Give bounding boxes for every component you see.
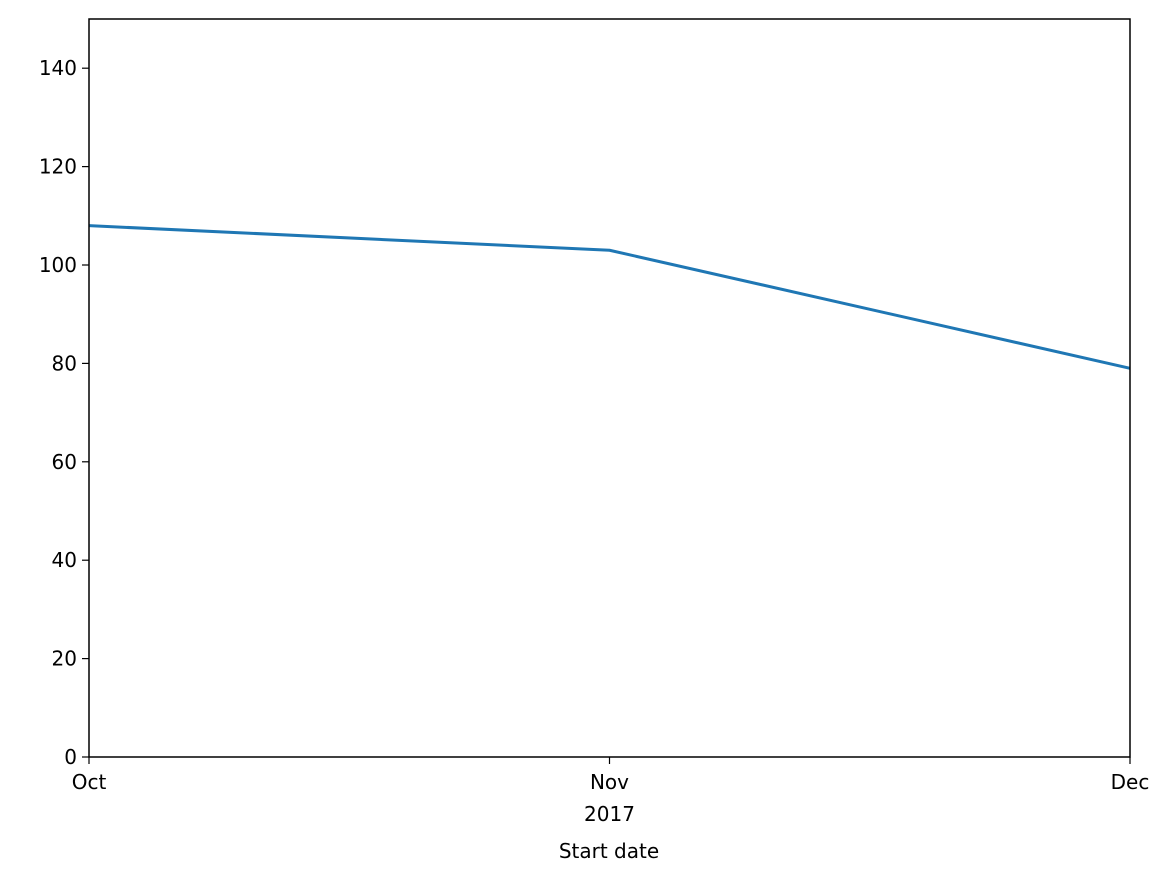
- x-year-label: 2017: [584, 802, 635, 826]
- y-tick-label: 20: [52, 647, 77, 671]
- y-tick-label: 120: [39, 155, 77, 179]
- y-tick-label: 40: [52, 548, 77, 572]
- y-tick-label: 140: [39, 56, 77, 80]
- data-line: [88, 224, 1131, 370]
- y-tick-label: 0: [64, 745, 77, 769]
- y-tick-label: 60: [52, 450, 77, 474]
- y-tick-label: 100: [39, 253, 77, 277]
- plot-frame: [88, 18, 1131, 758]
- x-axis-label: Start date: [559, 839, 659, 863]
- y-tick-label: 80: [52, 351, 77, 375]
- x-tick-label: Oct: [72, 770, 107, 794]
- x-tick-label: Dec: [1111, 770, 1150, 794]
- x-tick-label: Nov: [590, 770, 629, 794]
